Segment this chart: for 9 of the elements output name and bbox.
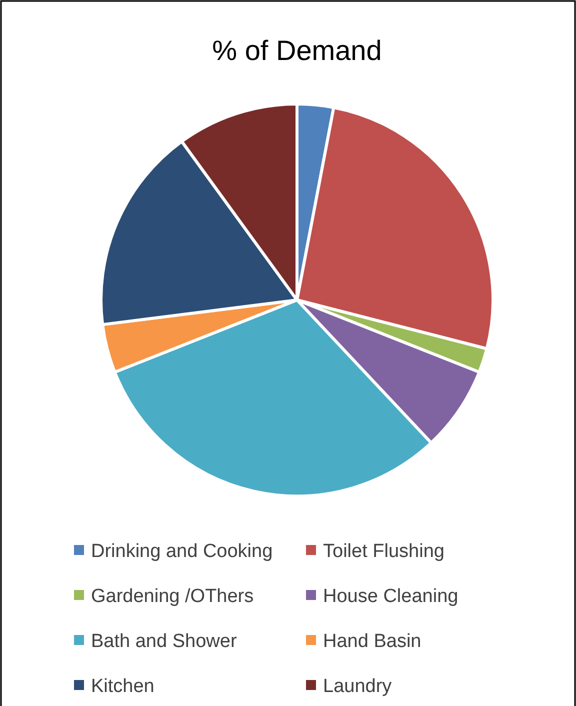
legend-label: Bath and Shower [91, 631, 238, 652]
legend-label: House Cleaning [323, 586, 458, 607]
legend-label: Kitchen [91, 676, 154, 697]
legend-label: Hand Basin [323, 631, 422, 652]
legend-label: Gardening /OThers [91, 586, 254, 607]
legend-label: Toilet Flushing [323, 541, 444, 562]
legend-label: Drinking and Cooking [91, 541, 273, 562]
legend-label: Laundry [323, 676, 392, 697]
chart-title: % of Demand [212, 35, 382, 66]
